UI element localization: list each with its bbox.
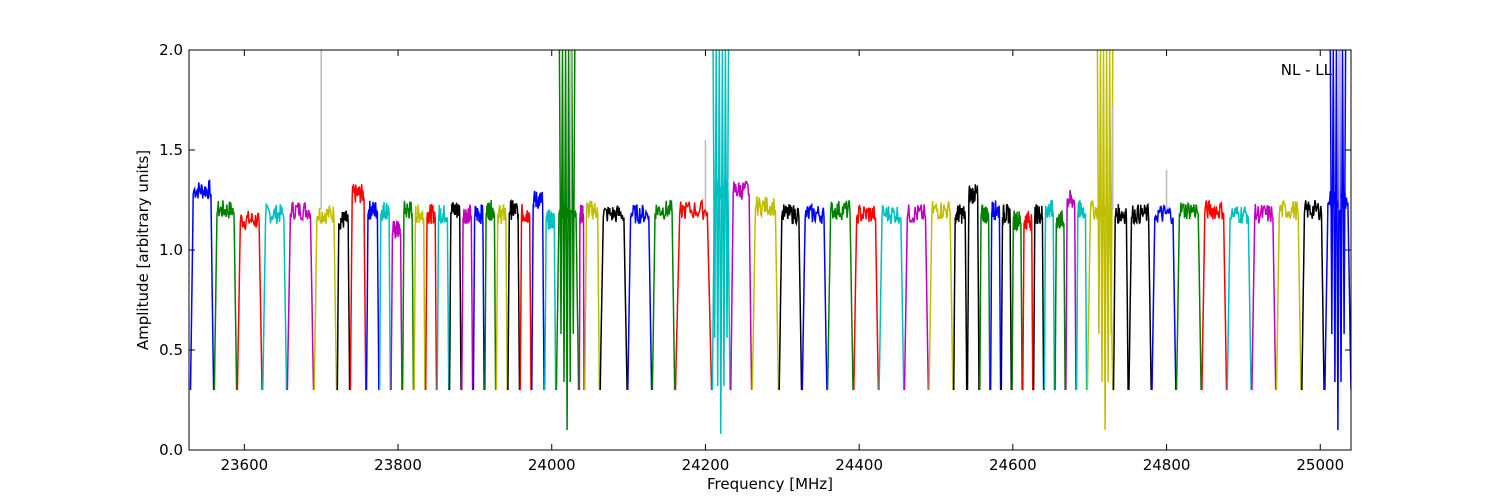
spectral-window-46 [1000, 203, 1013, 391]
spectral-window-26 [578, 204, 585, 391]
spectral-window-40 [903, 204, 930, 391]
spectral-window-31 [674, 198, 713, 391]
spectral-window-38 [853, 204, 880, 391]
x-tick-label: 25000 [1296, 456, 1344, 474]
spectral-window-10 [378, 201, 392, 391]
x-tick-label: 24400 [835, 456, 883, 474]
spectral-window-16 [448, 202, 462, 391]
spectral-window-51 [1054, 210, 1066, 391]
x-tick-label: 24600 [989, 456, 1037, 474]
spectral-window-35 [778, 204, 803, 391]
spectral-window-3 [236, 210, 263, 391]
spectral-window-4 [262, 202, 288, 391]
spectral-window-36 [801, 202, 828, 391]
spectral-window-39 [878, 205, 905, 391]
data-layer [189, 50, 1351, 435]
spectral-window-57 [1151, 204, 1177, 391]
spectral-window-12 [401, 200, 415, 391]
spectral-window-63 [1301, 200, 1325, 391]
spectral-window-41 [928, 200, 954, 391]
spectral-window-17 [461, 204, 474, 391]
spectral-window-53 [1075, 200, 1088, 391]
spectral-window-61 [1251, 203, 1277, 391]
spectral-window-45 [989, 200, 1002, 391]
spectral-window-1 [189, 179, 215, 391]
spectral-window-2 [213, 200, 238, 391]
spectral-window-56 [1128, 202, 1152, 391]
spectral-window-15 [436, 204, 450, 391]
x-tick-label: 24000 [528, 456, 576, 474]
spectral-window-59 [1201, 199, 1228, 391]
spectral-window-49 [1032, 204, 1045, 391]
spectral-window-24 [544, 208, 557, 391]
spectral-window-29 [627, 204, 653, 391]
spectral-window-27 [584, 200, 601, 391]
y-tick-label: 0.0 [159, 441, 183, 459]
spectral-window-55 [1112, 204, 1129, 391]
x-tick-label: 24200 [682, 456, 730, 474]
x-axis: 23600 23800 24000 24200 24400 24600 24800 25000 [220, 50, 1344, 474]
spectral-window-43 [966, 184, 980, 391]
spectral-window-48 [1022, 210, 1034, 391]
spectral-window-14 [424, 204, 438, 391]
spectral-window-44 [979, 204, 991, 391]
spectral-window-13 [413, 204, 426, 391]
spectral-feature-1 [558, 50, 576, 431]
y-axis-label: Amplitude [arbitrary units] [134, 150, 152, 350]
spectral-window-23 [531, 190, 545, 391]
spectral-window-60 [1226, 206, 1252, 391]
spectral-window-62 [1275, 200, 1302, 391]
spectral-window-64 [1324, 191, 1351, 391]
spectral-window-52 [1065, 190, 1077, 391]
spectral-feature-3 [1096, 50, 1114, 431]
x-axis-label: Frequency [MHz] [707, 475, 833, 493]
chart-annotation: NL - LL [1281, 61, 1333, 79]
spectral-window-58 [1175, 201, 1202, 391]
spectral-window-7 [336, 210, 351, 391]
spike-layer [320, 50, 1341, 210]
spectral-window-34 [751, 196, 780, 391]
spectral-feature-4 [1329, 50, 1347, 431]
spectral-window-30 [651, 200, 676, 391]
x-tick-label: 23600 [220, 456, 268, 474]
spectral-window-28 [599, 205, 628, 391]
y-tick-label: 1.0 [159, 241, 183, 259]
y-axis: 0.0 0.5 1.0 1.5 2.0 [159, 41, 1351, 459]
spectral-window-11 [390, 220, 403, 391]
spectral-window-20 [495, 204, 508, 391]
spectral-window-33 [730, 180, 753, 391]
spectral-window-18 [472, 204, 485, 391]
spectral-window-50 [1043, 200, 1056, 391]
spectral-window-21 [507, 198, 521, 391]
spectral-window-8 [349, 184, 367, 391]
spectral-window-47 [1011, 210, 1023, 391]
spectral-window-22 [519, 204, 532, 391]
spectral-window-19 [484, 199, 497, 391]
y-tick-label: 0.5 [159, 341, 183, 359]
y-tick-label: 1.5 [159, 141, 183, 159]
x-tick-label: 24800 [1143, 456, 1191, 474]
spectral-window-42 [952, 204, 968, 391]
spectral-feature-2 [712, 50, 730, 435]
spectral-window-9 [365, 200, 380, 391]
spectral-window-6 [313, 205, 338, 391]
spectral-window-5 [286, 201, 315, 391]
spectral-window-37 [826, 200, 854, 391]
y-tick-label: 2.0 [159, 41, 183, 59]
x-tick-label: 23800 [374, 456, 422, 474]
